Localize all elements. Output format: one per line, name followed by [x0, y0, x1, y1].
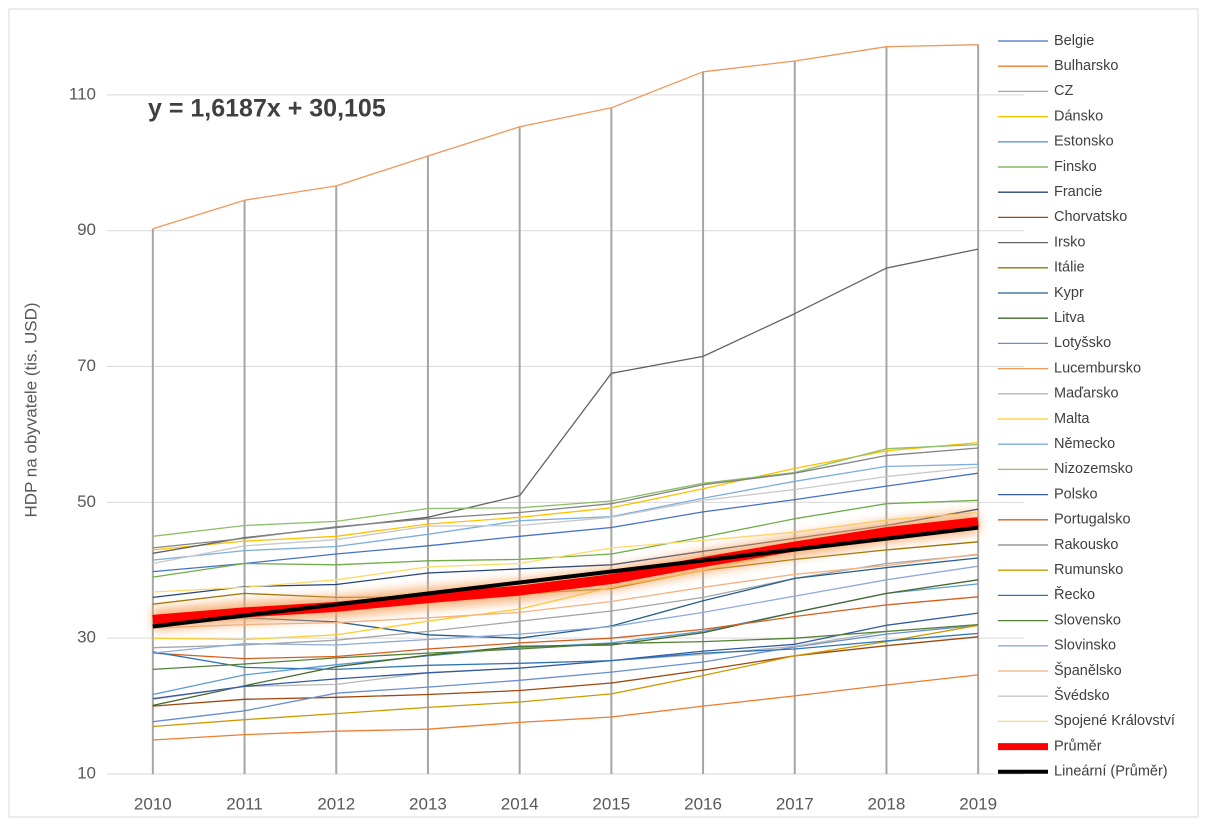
- series-line: [152, 636, 979, 707]
- legend-label: Estonsko: [1054, 134, 1114, 150]
- annotation: y = 1,6187x + 30,105: [148, 95, 386, 123]
- x-tick-label: 2014: [501, 794, 539, 813]
- series-line: [152, 674, 979, 741]
- legend-label: Finsko: [1054, 159, 1097, 175]
- legend-label: Itálie: [1054, 260, 1085, 276]
- legend-label: Průměr: [1054, 738, 1102, 754]
- x-tick-label: 2011: [226, 794, 263, 813]
- y-tick-label: 50: [77, 492, 96, 511]
- y-tick-label: 30: [77, 628, 96, 647]
- series-line: [152, 463, 979, 561]
- series-line: [152, 554, 979, 649]
- legend-label: Irsko: [1054, 234, 1085, 250]
- legend-label: Slovinsko: [1054, 638, 1116, 654]
- legend-label: Kypr: [1054, 285, 1084, 301]
- legend-label: Polsko: [1054, 486, 1098, 502]
- y-axis-label: HDP na obyvatele (tis. USD): [21, 302, 40, 517]
- legend-label: Lucembursko: [1054, 360, 1141, 376]
- series-line: [152, 596, 979, 660]
- y-tick-label: 70: [77, 356, 96, 375]
- x-tick-label: 2016: [684, 794, 722, 813]
- legend-label: Chorvatsko: [1054, 209, 1127, 225]
- legend-label: Portugalsko: [1054, 512, 1131, 528]
- legend-label: CZ: [1054, 83, 1073, 99]
- series-line: [152, 441, 979, 551]
- x-tick-label: 2012: [317, 794, 355, 813]
- series-line: [152, 623, 979, 671]
- x-tick-label: 2015: [592, 794, 630, 813]
- legend-label: Švédsko: [1054, 687, 1110, 704]
- legend-label: Rakousko: [1054, 537, 1118, 553]
- legend-label: Litva: [1054, 310, 1086, 326]
- legend-label: Francie: [1054, 184, 1102, 200]
- series-line: [152, 525, 979, 629]
- legend-label: Malta: [1054, 411, 1090, 427]
- legend-label: Lineární (Průměr): [1054, 764, 1168, 780]
- y-tick-label: 10: [77, 763, 96, 782]
- series-line: [152, 472, 979, 573]
- y-tick-label: 90: [77, 220, 96, 239]
- legend-label: Španělsko: [1054, 662, 1122, 679]
- series-line: [152, 499, 979, 578]
- legend-label: Belgie: [1054, 33, 1094, 49]
- series-line: [152, 632, 979, 671]
- legend-label: Dánsko: [1054, 108, 1103, 124]
- legend-label: Slovensko: [1054, 612, 1121, 628]
- legend-label: Německo: [1054, 436, 1115, 452]
- series-line: [152, 565, 979, 654]
- y-tick-label: 110: [69, 84, 96, 103]
- legend-label: Bulharsko: [1054, 58, 1118, 74]
- series-line: [152, 553, 979, 629]
- legend-label: Maďarsko: [1054, 386, 1119, 402]
- x-tick-label: 2019: [959, 794, 997, 813]
- series-line: [152, 44, 979, 230]
- x-tick-label: 2010: [134, 794, 172, 813]
- legend-label: Rumunsko: [1054, 562, 1123, 578]
- x-tick-label: 2013: [409, 794, 447, 813]
- series-line: [152, 443, 979, 537]
- series-line: [152, 466, 979, 565]
- legend-label: Řecko: [1054, 586, 1095, 603]
- x-tick-label: 2018: [868, 794, 906, 813]
- legend-label: Nizozemsko: [1054, 461, 1133, 477]
- legend-label: Lotyšsko: [1054, 335, 1111, 351]
- series-line: [152, 511, 979, 593]
- legend-label: Spojené Království: [1054, 713, 1175, 729]
- x-tick-label: 2017: [776, 794, 814, 813]
- series-line: [152, 624, 979, 723]
- series-line: [152, 447, 979, 549]
- series-line: [152, 624, 979, 728]
